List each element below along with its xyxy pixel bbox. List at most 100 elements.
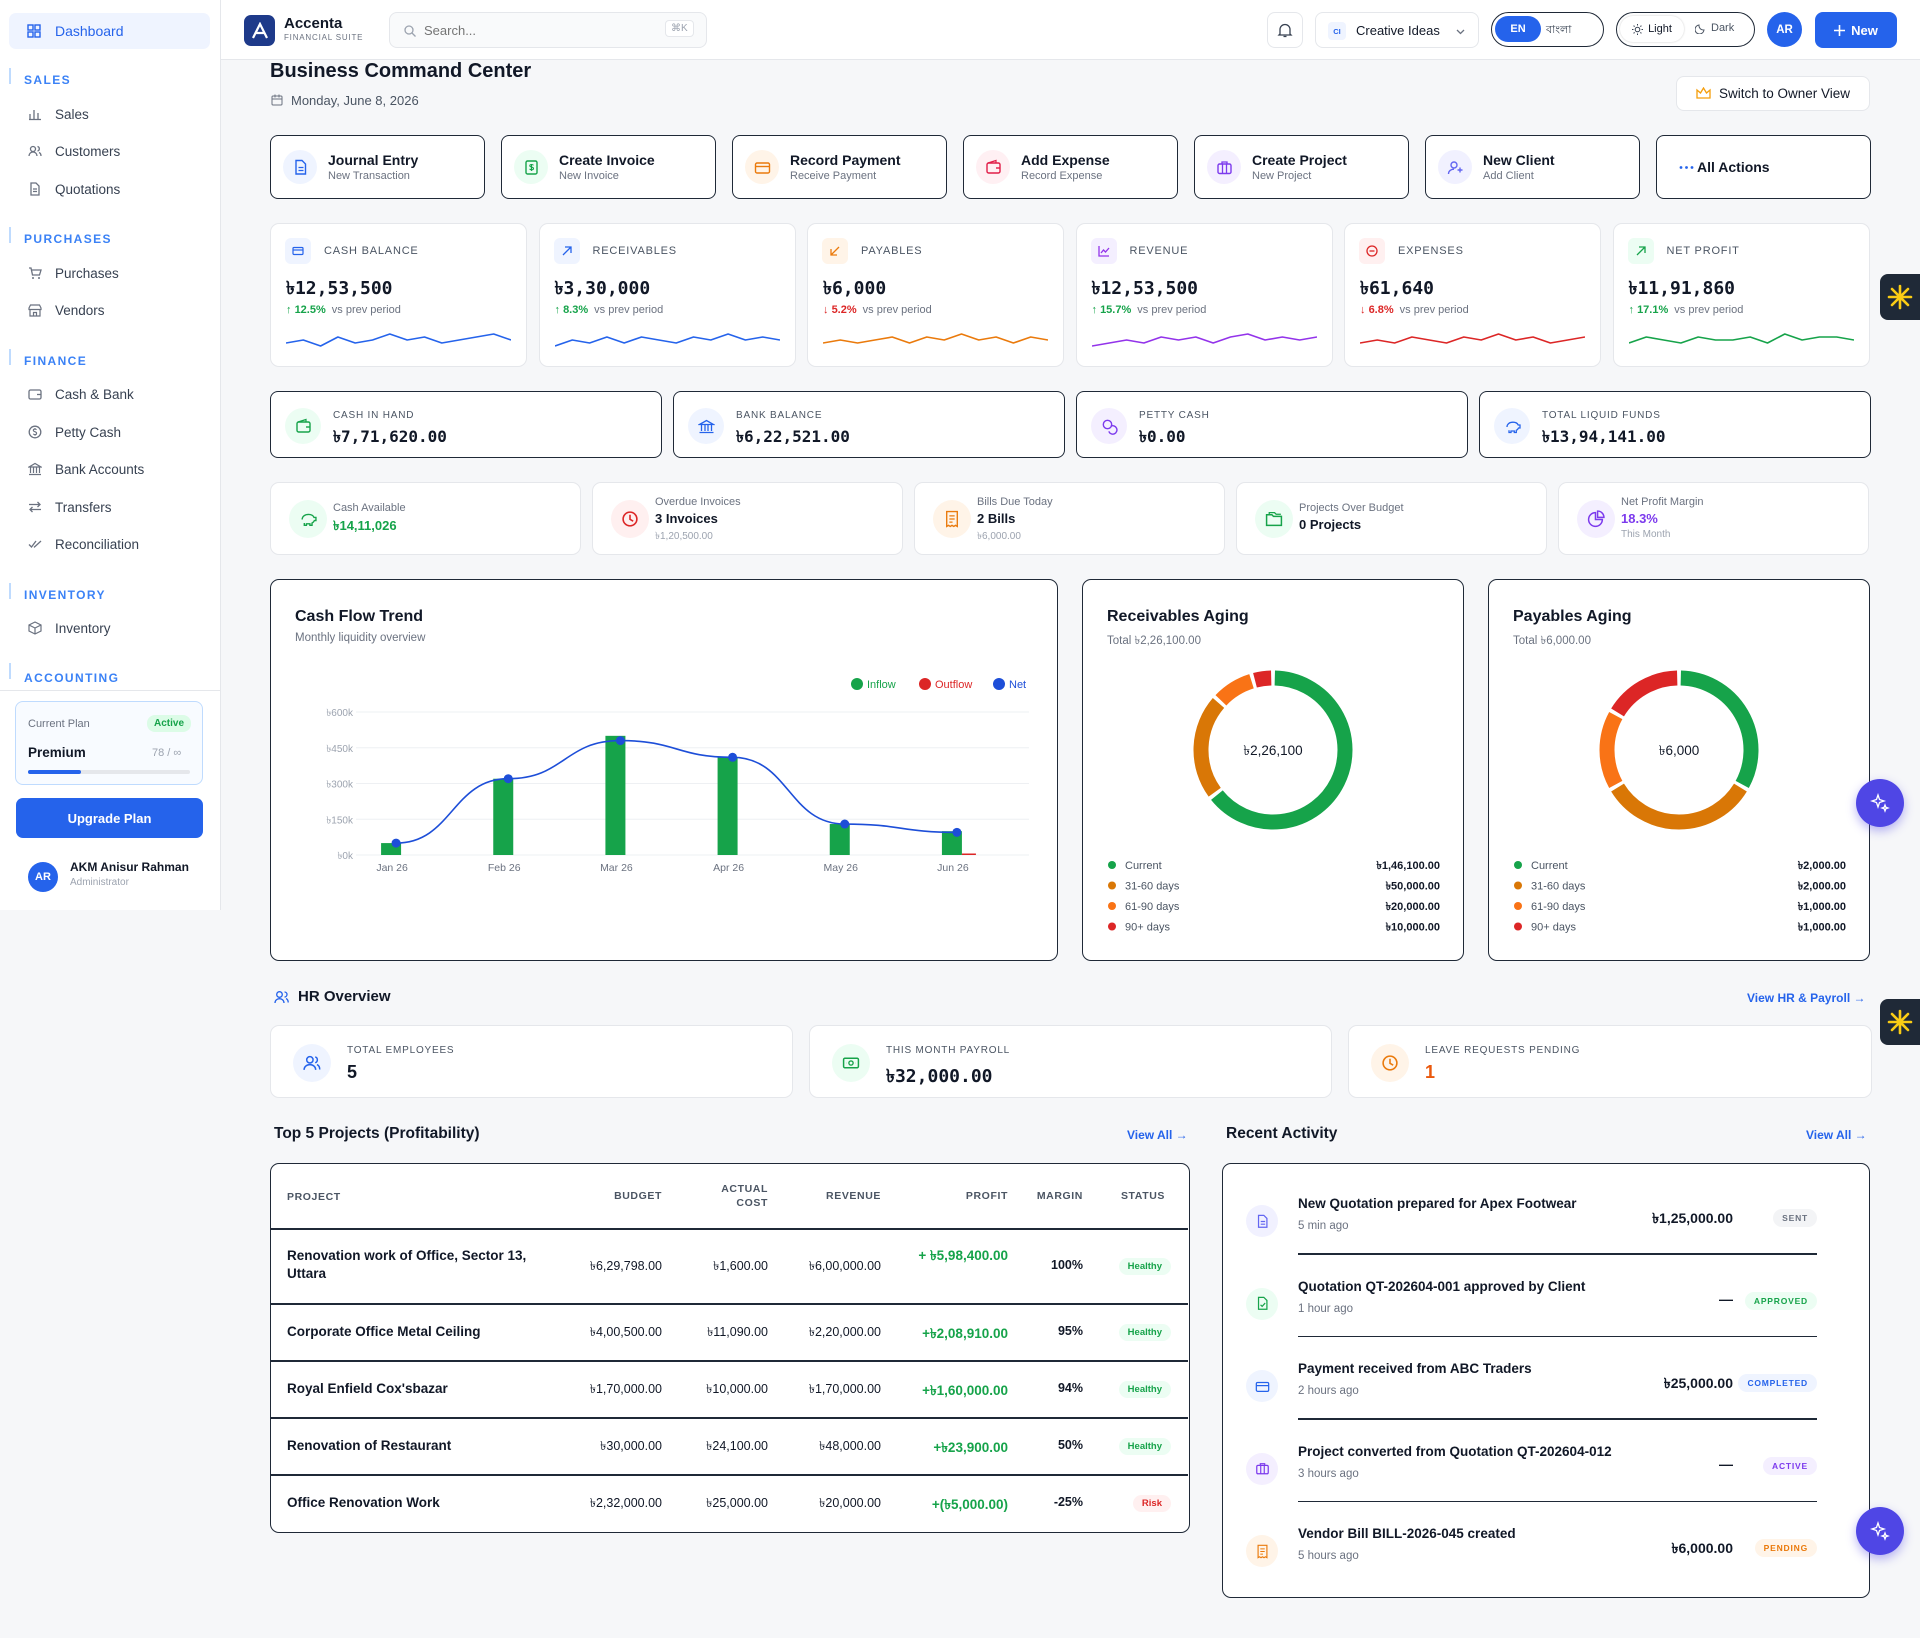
minus-circle-icon [1359,238,1385,264]
sidebar-item-transfers[interactable]: Transfers [28,496,112,518]
sidebar-item-quotations[interactable]: Quotations [28,178,120,200]
activity-item[interactable]: Payment received from ABC Traders 2 hours… [1225,1337,1845,1420]
sidebar-item-sales[interactable]: Sales [28,103,89,125]
kpi-change: ↑ 15.7% vs prev period [1091,304,1207,316]
activity-item[interactable]: New Quotation prepared for Apex Footwear… [1225,1172,1845,1255]
moon-icon [1695,23,1705,34]
liquidity-card-bank-balance: BANK BALANCE ৳6,22,521.00 [673,391,1065,458]
cell-margin: 95% [1057,1323,1083,1338]
legend-label: Net [1009,679,1026,691]
sidebar-item-reconciliation[interactable]: Reconciliation [28,533,139,555]
activity-item[interactable]: Vendor Bill BILL-2026-045 created 5 hours… [1225,1502,1845,1584]
side-widget-tab[interactable] [1880,274,1920,320]
alert-card-cash-available[interactable]: Cash Available ৳14,11,026 [270,482,581,555]
quick-action-create-project[interactable]: Create Project New Project [1194,135,1409,199]
bank-icon [28,462,42,476]
sidebar-item-bank-accounts[interactable]: Bank Accounts [28,458,144,480]
cell-margin: 100% [1051,1257,1083,1272]
hr-card-total-employees[interactable]: TOTAL EMPLOYEES 5 [270,1025,793,1098]
activity-item[interactable]: Quotation QT-202604-001 approved by Clie… [1225,1255,1845,1337]
sidebar-item-inventory[interactable]: Inventory [28,617,111,639]
document-icon [1257,1214,1268,1228]
new-button[interactable]: New [1815,12,1897,48]
kpi-card-revenue[interactable]: REVENUE ৳12,53,500 ↑ 15.7% vs prev period [1075,223,1333,367]
change-arrow-icon: ↑ [554,304,564,316]
kpi-card-expenses[interactable]: EXPENSES ৳61,640 ↓ 6.8% vs prev period [1344,223,1601,367]
quick-action-journal-entry[interactable]: Journal Entry New Transaction [270,135,485,199]
hr-card-this-month-payroll[interactable]: THIS MONTH PAYROLL ৳32,000.00 [809,1025,1332,1098]
cell-margin: -25% [1053,1494,1083,1509]
quick-action-icon [745,150,779,184]
header-avatar[interactable]: AR [1767,12,1802,47]
switch-owner-view-button[interactable]: Switch to Owner View [1676,76,1870,111]
kpi-card-net-profit[interactable]: NET PROFIT ৳11,91,860 ↑ 17.1% vs prev perio… [1612,223,1870,367]
users-icon [274,991,289,1004]
quick-action-all-actions[interactable]: All Actions [1656,135,1871,199]
inflow-bar [829,824,850,855]
kpi-card-payables[interactable]: PAYABLES ৳6,000 ↓ 5.2% vs prev period [807,223,1064,367]
company-initials: CI [1328,22,1346,40]
lang-bn-button[interactable]: বাংলা [1546,24,1572,36]
legend-value: ৳20,000.00 [1386,901,1440,913]
brand-name: Accenta [284,15,343,32]
view-hr-payroll-link[interactable]: View HR & Payroll → [1747,991,1866,1005]
user-avatar[interactable]: AR [28,862,58,892]
legend-value: ৳2,000.00 [1798,860,1846,872]
side-widget-tab[interactable] [1880,999,1920,1045]
projects-view-all-link[interactable]: View All → [1127,1128,1188,1142]
column-header: PROJECT [287,1191,341,1203]
quick-action-create-invoice[interactable]: Create Invoice New Invoice [501,135,716,199]
ai-assistant-button[interactable] [1856,1507,1904,1555]
legend-dot [1514,861,1522,869]
sidebar-item-petty-cash[interactable]: Petty Cash [28,421,121,443]
cash-icon [842,1057,860,1069]
quick-action-add-expense[interactable]: Add Expense Record Expense [963,135,1178,199]
alert-card-overdue-invoices[interactable]: Overdue Invoices 3 Invoices ৳1,20,500.00 [592,482,903,555]
alert-card-net-profit-margin[interactable]: Net Profit Margin 18.3% This Month [1558,482,1869,555]
activity-item[interactable]: Project converted from Quotation QT-2026… [1225,1420,1845,1502]
alert-card-bills-due-today[interactable]: Bills Due Today 2 Bills ৳6,000.00 [914,482,1225,555]
upgrade-plan-button[interactable]: Upgrade Plan [16,798,203,838]
sparkline [554,333,780,347]
alert-card-projects-over-budget[interactable]: Projects Over Budget 0 Projects [1236,482,1547,555]
sidebar-item-vendors[interactable]: Vendors [28,299,105,321]
x-tick-label: May 26 [824,862,859,874]
kpi-card-cash-balance[interactable]: CASH BALANCE ৳12,53,500 ↑ 12.5% vs prev per… [270,223,527,367]
sidebar-item-cash-bank[interactable]: Cash & Bank [28,383,134,405]
users-icon [303,1055,321,1070]
legend-label: Current [1125,860,1162,872]
company-selector[interactable]: CI Creative Ideas [1315,12,1479,48]
activity-view-all-link[interactable]: View All → [1806,1128,1867,1142]
hr-card-leave-requests-pending[interactable]: LEAVE REQUESTS PENDING 1 [1348,1025,1872,1098]
kpi-card-receivables[interactable]: RECEIVABLES ৳3,30,000 ↑ 8.3% vs prev period [538,223,796,367]
quick-action-icon [1207,150,1241,184]
wallet-icon [28,389,42,400]
sidebar-item-customers[interactable]: Customers [28,140,120,162]
legend-dot [1514,922,1522,931]
net-point [615,736,625,746]
search-input[interactable] [424,21,624,39]
section-accounting: ACCOUNTING [24,671,120,682]
project-name: Renovation work of Office, Sector 13, Ut… [287,1247,527,1281]
cell-budget: ৳1,70,000.00 [589,1381,662,1396]
quick-action-new-client[interactable]: New Client Add Client [1425,135,1640,199]
ai-assistant-button[interactable] [1856,779,1904,827]
kpi-change: ↑ 8.3% vs prev period [554,304,664,316]
chevron-down-icon [1456,29,1465,35]
quick-action-record-payment[interactable]: Record Payment Receive Payment [732,135,947,199]
notifications-button[interactable] [1267,12,1303,48]
theme-light-button[interactable]: Light [1620,16,1684,42]
piggy-bank-icon [1505,421,1521,433]
user-role: Administrator [70,877,129,888]
sidebar-item-dashboard[interactable]: Dashboard [9,13,210,49]
plan-card: Current Plan Active Premium 78 / ∞ [15,701,203,785]
theme-dark-button[interactable]: Dark [1695,22,1734,34]
search-box[interactable]: ⌘K [389,12,707,48]
lang-en-button[interactable]: EN [1495,16,1541,42]
sidebar-item-purchases[interactable]: Purchases [28,262,119,284]
donut-slice [1211,670,1353,830]
arrow-down-left-icon [822,238,848,264]
activity-status-badge: SENT [1773,1209,1817,1227]
net-point [952,827,962,837]
receivables-aging-total: Total ৳2,26,100.00 [1107,635,1201,647]
